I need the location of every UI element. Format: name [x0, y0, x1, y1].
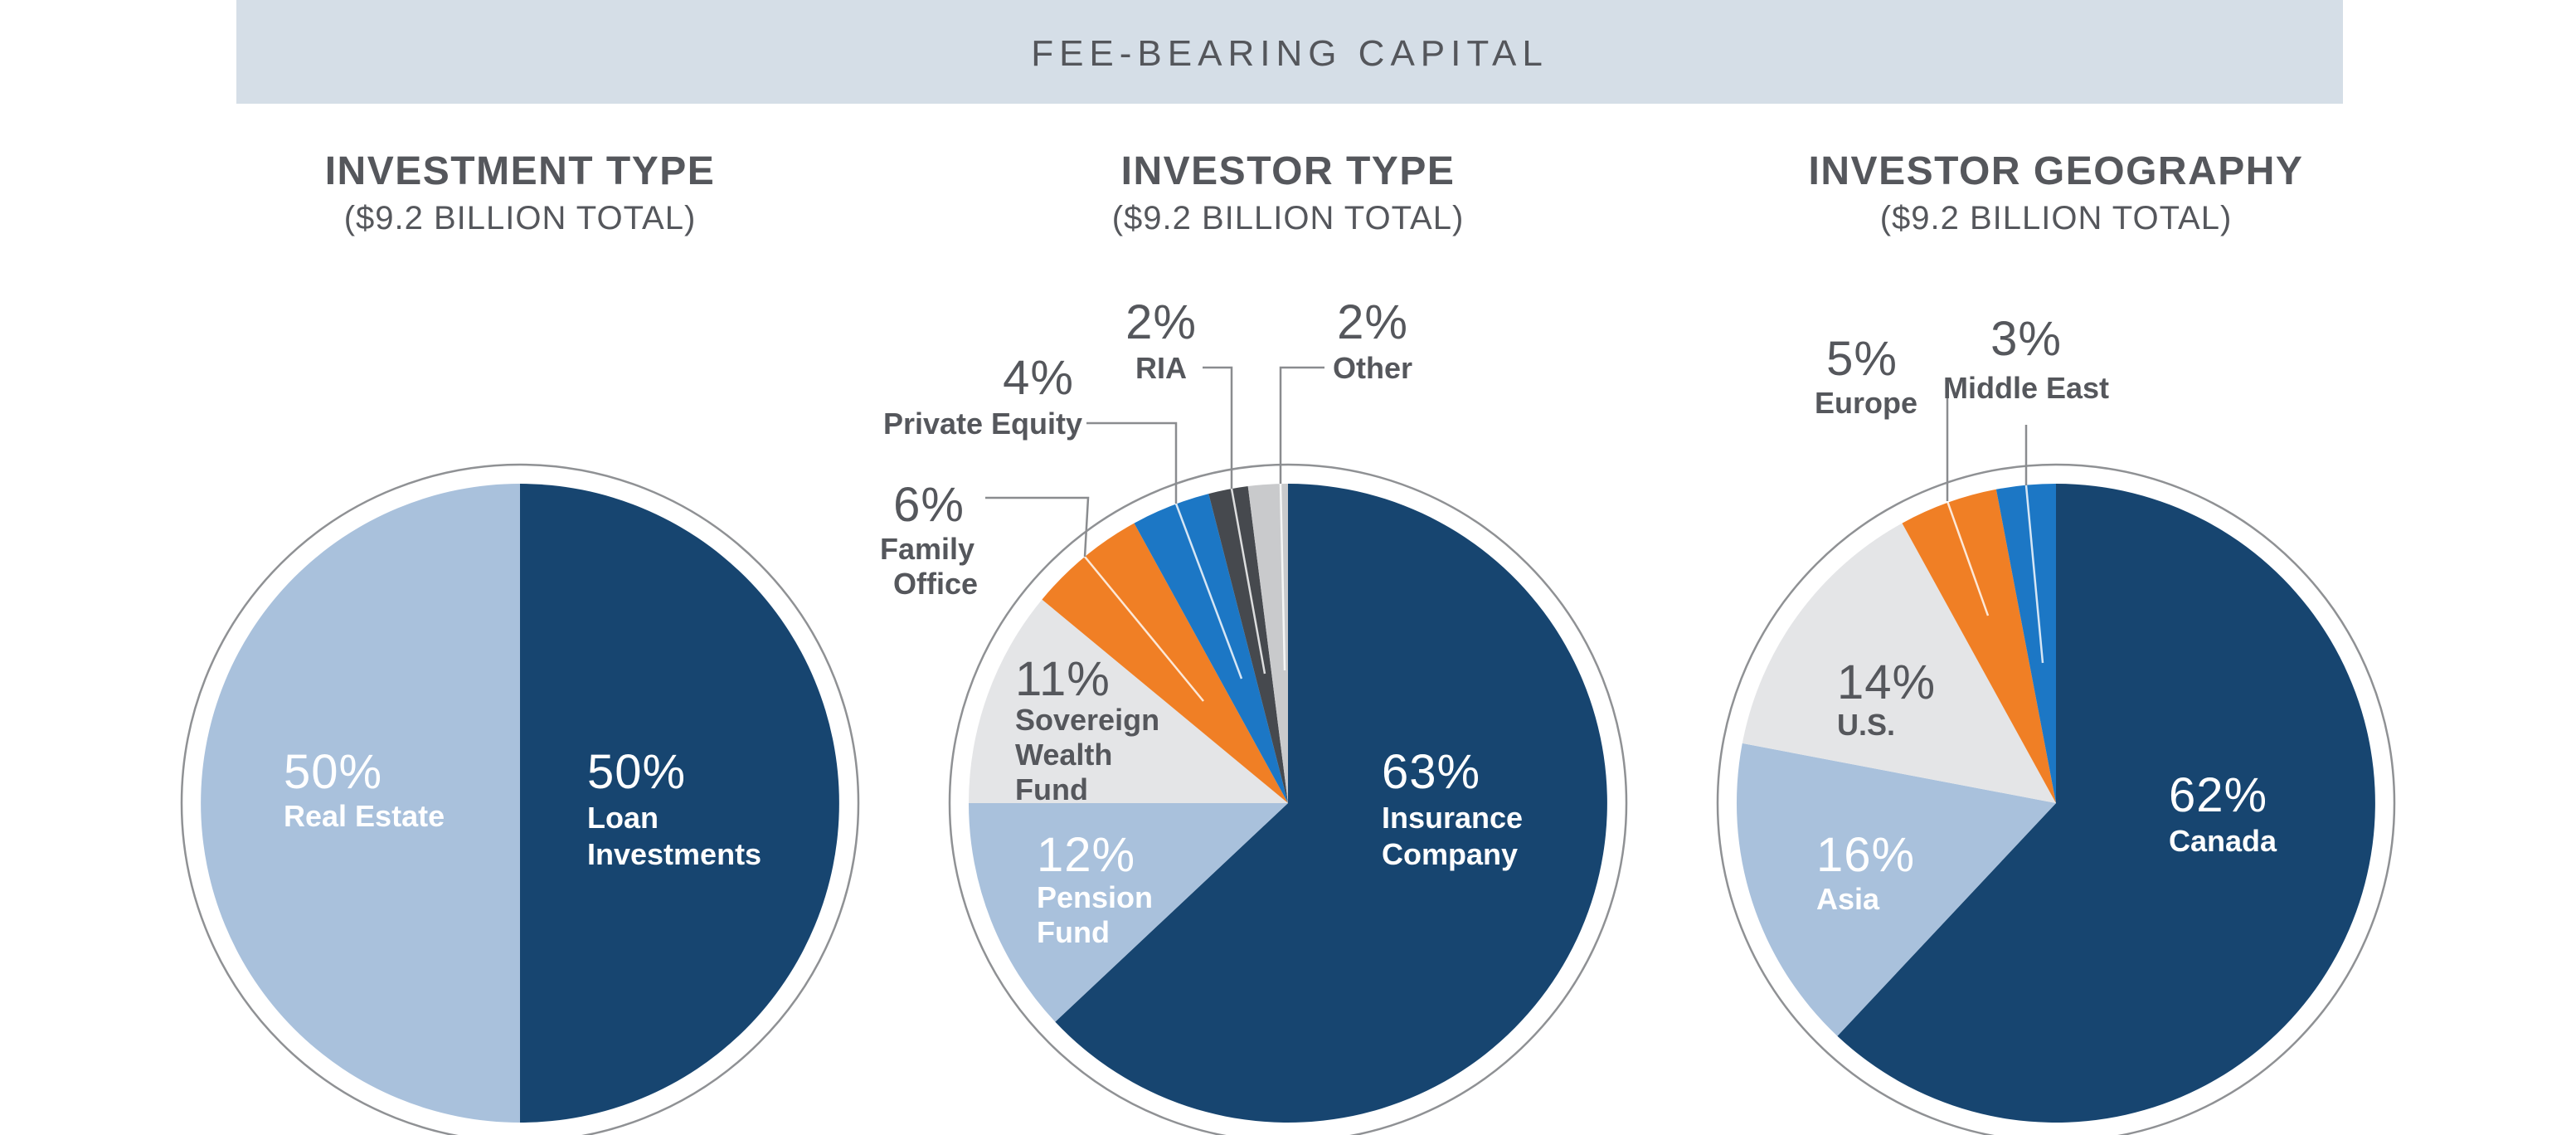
pie-slice-europe [1902, 489, 2056, 803]
slice-label-loan-investments: Investments [587, 837, 761, 871]
pie-chart-investor-geography: INVESTOR GEOGRAPHY ($9.2 BILLION TOTAL) 62… [1716, 149, 2396, 1135]
callout-leader [1279, 366, 1324, 484]
slice-label-asia: Asia [1816, 882, 1880, 916]
callout-leader-inner [1174, 503, 1243, 680]
callout-leader-inner [1279, 483, 1286, 671]
callout-pct-other: 2% [1337, 295, 1408, 349]
slice-label-real-estate: Real Estate [284, 799, 445, 833]
slice-pct-insurance-company: 63% [1382, 745, 1480, 799]
callout-label-other: Other [1333, 351, 1412, 385]
callout-pct-middle-east: 3% [1990, 312, 2062, 366]
slice-label-sovereign-wealth-fund: Wealth [1015, 738, 1112, 772]
slice-label-sovereign-wealth-fund: Sovereign [1015, 703, 1159, 737]
callout-pct-private-equity: 4% [1003, 351, 1074, 405]
pie-slice-pension-fund [969, 803, 1288, 1022]
pie-slice-sovereign-wealth-fund [969, 599, 1288, 803]
callout-label-middle-east: Middle East [1943, 371, 2109, 405]
pie-slice-u-s [1742, 523, 2056, 803]
slice-pct-canada: 62% [2169, 768, 2267, 822]
callout-label-family-office: Family [880, 532, 975, 566]
pie-slice-asia [1736, 743, 2056, 1036]
pie-chart-investor-type: INVESTOR TYPE ($9.2 BILLION TOTAL) 63%Insu… [880, 149, 1628, 1135]
slice-label-canada: Canada [2169, 824, 2277, 858]
chart-subtitle: ($9.2 BILLION TOTAL) [344, 200, 697, 236]
slice-label-u-s: U.S. [1837, 708, 1895, 742]
slice-label-pension-fund: Fund [1037, 915, 1110, 949]
slice-label-loan-investments: Loan [587, 801, 659, 835]
callout-pct-family-office: 6% [893, 478, 965, 532]
chart-title: INVESTOR TYPE [1121, 149, 1456, 193]
pie-slice-loan-investments [520, 484, 839, 1123]
header-title: FEE-BEARING CAPITAL [1031, 33, 1548, 74]
pie-slice-other [1247, 483, 1288, 803]
pie-slice-real-estate [201, 484, 520, 1123]
pie-outer-ring [180, 463, 860, 1135]
callout-leader [1203, 366, 1233, 489]
callout-label-europe: Europe [1815, 386, 1917, 420]
slice-label-insurance-company: Company [1382, 837, 1518, 871]
slice-label-sovereign-wealth-fund: Fund [1015, 772, 1088, 806]
header-banner-background [236, 0, 2343, 104]
chart-subtitle: ($9.2 BILLION TOTAL) [1112, 200, 1465, 236]
pie-slice-middle-east [1995, 484, 2056, 803]
callout-pct-europe: 5% [1826, 332, 1898, 386]
pie-outer-ring [1716, 463, 2396, 1135]
callout-leader-inner [1946, 500, 1990, 616]
callout-leader-inner [1084, 556, 1204, 702]
header-banner: FEE-BEARING CAPITAL [236, 0, 2343, 104]
callout-leader-inner [1230, 488, 1266, 675]
chart-subtitle: ($9.2 BILLION TOTAL) [1880, 200, 2233, 236]
callout-leader-inner [2024, 485, 2044, 664]
slice-label-insurance-company: Insurance [1382, 801, 1523, 835]
slice-label-pension-fund: Pension [1037, 880, 1153, 914]
slice-pct-real-estate: 50% [284, 745, 382, 799]
pie-slice-canada [1837, 484, 2375, 1123]
slice-pct-sovereign-wealth-fund: 11% [1015, 652, 1111, 706]
slice-pct-loan-investments: 50% [587, 745, 686, 799]
callout-label-private-equity: Private Equity [883, 407, 1082, 441]
pie-outer-ring [948, 463, 1628, 1135]
callout-label-family-office: Office [893, 567, 978, 601]
chart-title: INVESTMENT TYPE [325, 149, 716, 193]
callout-label-ria: RIA [1135, 351, 1187, 385]
callout-leader [985, 496, 1090, 558]
pie-slice-family-office [1042, 523, 1288, 803]
pie-slice-private-equity [1134, 494, 1288, 803]
callout-pct-ria: 2% [1125, 295, 1197, 349]
slice-pct-asia: 16% [1816, 828, 1915, 882]
slice-pct-pension-fund: 12% [1037, 828, 1135, 882]
pie-slice-ria [1208, 486, 1288, 803]
pie-slice-insurance-company [1055, 484, 1607, 1123]
callout-leader [1086, 421, 1178, 504]
chart-title: INVESTOR GEOGRAPHY [1809, 149, 2304, 193]
pie-chart-investment-type: INVESTMENT TYPE($9.2 BILLION TOTAL)50%Lo… [180, 149, 860, 1135]
slice-pct-u-s: 14% [1837, 655, 1936, 709]
